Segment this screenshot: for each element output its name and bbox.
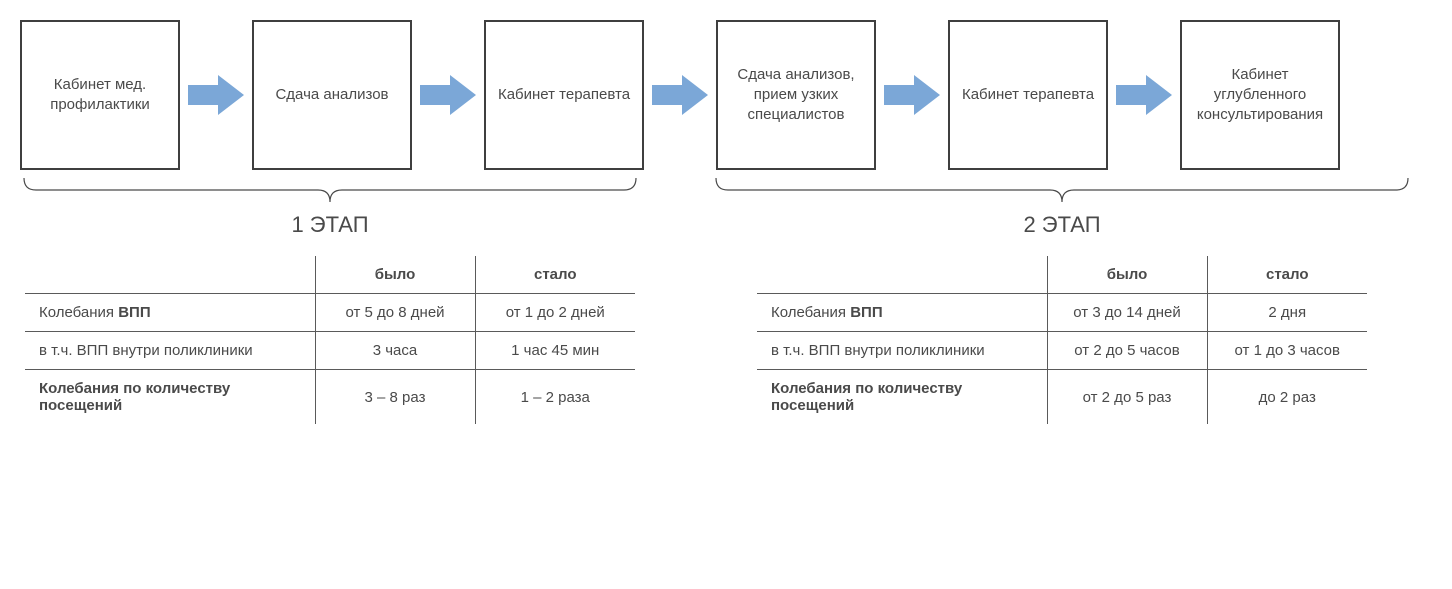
after-cell: 2 дня xyxy=(1207,294,1367,332)
table-row: Колебания ВПП от 5 до 8 дней от 1 до 2 д… xyxy=(25,294,635,332)
stage-1-label: 1 ЭТАП xyxy=(291,212,368,238)
brace-icon xyxy=(20,176,640,206)
before-cell: 3 – 8 раз xyxy=(315,370,475,425)
table-row: Колебания ВПП от 3 до 14 дней 2 дня xyxy=(757,294,1367,332)
after-cell: 1 час 45 мин xyxy=(475,332,635,370)
flow-node-4: Сдача анализов, прием узких специалистов xyxy=(716,20,876,170)
flow-arrow-icon xyxy=(420,75,476,115)
stage-2-label: 2 ЭТАП xyxy=(1023,212,1100,238)
table-header xyxy=(757,256,1047,294)
row-label: в т.ч. ВПП внутри поликлиники xyxy=(757,332,1047,370)
brace-icon xyxy=(712,176,1412,206)
table-header: было xyxy=(315,256,475,294)
before-cell: от 2 до 5 раз xyxy=(1047,370,1207,425)
after-cell: до 2 раз xyxy=(1207,370,1367,425)
flow-node-5: Кабинет терапевта xyxy=(948,20,1108,170)
after-cell: от 1 до 2 дней xyxy=(475,294,635,332)
flow-arrow-icon xyxy=(1116,75,1172,115)
after-cell: 1 – 2 раза xyxy=(475,370,635,425)
flow-node-2: Сдача анализов xyxy=(252,20,412,170)
before-cell: 3 часа xyxy=(315,332,475,370)
row-label: в т.ч. ВПП внутри поликлиники xyxy=(25,332,315,370)
before-cell: от 2 до 5 часов xyxy=(1047,332,1207,370)
flow-node-3: Кабинет терапевта xyxy=(484,20,644,170)
row-label: Колебания ВПП xyxy=(757,294,1047,332)
stage-1-table: было стало Колебания ВПП от 5 до 8 дней … xyxy=(25,256,635,424)
table-row: в т.ч. ВПП внутри поликлиники 3 часа 1 ч… xyxy=(25,332,635,370)
table-row: в т.ч. ВПП внутри поликлиники от 2 до 5 … xyxy=(757,332,1367,370)
table-row: Колебания по количеству посещений от 2 д… xyxy=(757,370,1367,425)
flow-arrow-icon xyxy=(188,75,244,115)
row-label: Колебания ВПП xyxy=(25,294,315,332)
flow-arrow-icon xyxy=(652,75,708,115)
flowchart-row: Кабинет мед. профилактики Сдача анализов… xyxy=(20,20,1432,170)
table-header: стало xyxy=(1207,256,1367,294)
before-cell: от 5 до 8 дней xyxy=(315,294,475,332)
after-cell: от 1 до 3 часов xyxy=(1207,332,1367,370)
table-row: Колебания по количеству посещений 3 – 8 … xyxy=(25,370,635,425)
row-label: Колебания по количеству посещений xyxy=(757,370,1047,425)
row-label: Колебания по количеству посещений xyxy=(25,370,315,425)
table-header xyxy=(25,256,315,294)
flow-arrow-icon xyxy=(884,75,940,115)
table-header: стало xyxy=(475,256,635,294)
stages-row: 1 ЭТАП было стало Колебания ВПП от 5 до … xyxy=(20,176,1432,424)
stage-2-block: 2 ЭТАП было стало Колебания ВПП от 3 до … xyxy=(712,176,1412,424)
stage-2-table: было стало Колебания ВПП от 3 до 14 дней… xyxy=(757,256,1367,424)
table-header: было xyxy=(1047,256,1207,294)
flow-node-1: Кабинет мед. профилактики xyxy=(20,20,180,170)
before-cell: от 3 до 14 дней xyxy=(1047,294,1207,332)
stage-1-block: 1 ЭТАП было стало Колебания ВПП от 5 до … xyxy=(20,176,640,424)
flow-node-6: Кабинет углубленного консультирования xyxy=(1180,20,1340,170)
